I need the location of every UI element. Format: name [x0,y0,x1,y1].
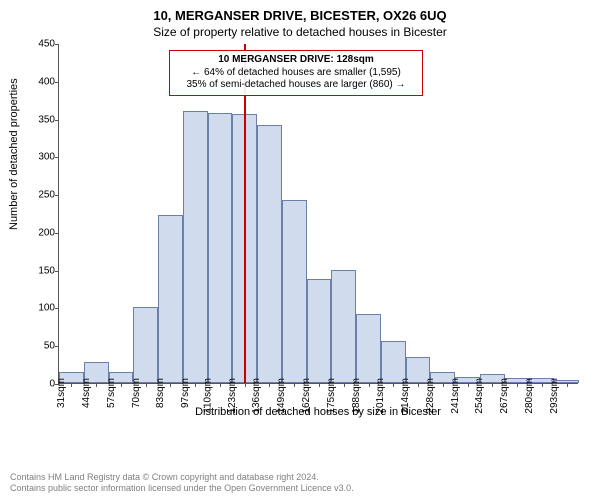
x-tick-mark [443,383,444,387]
x-tick-mark [492,383,493,387]
x-tick-mark [121,383,122,387]
y-tick-mark [55,195,59,196]
y-axis-label: Number of detached properties [8,78,20,230]
annotation-line: ← 64% of detached houses are smaller (1,… [176,67,416,80]
y-tick-label: 100 [25,303,55,314]
x-tick-mark [146,383,147,387]
x-tick-mark [245,383,246,387]
histogram-bar [183,111,208,383]
x-tick-mark [170,383,171,387]
x-tick-mark [567,383,568,387]
histogram-bar [282,200,307,383]
x-tick-label: 70sqm [131,378,142,408]
histogram-bar [133,307,158,383]
y-tick-mark [55,271,59,272]
x-tick-mark [195,383,196,387]
histogram-bar [307,279,332,383]
page-title: 10, MERGANSER DRIVE, BICESTER, OX26 6UQ [0,0,600,23]
x-tick-mark [294,383,295,387]
x-tick-label: 83sqm [155,378,166,408]
annotation-line: 35% of semi-detached houses are larger (… [176,79,416,92]
y-tick-mark [55,82,59,83]
x-tick-label: 97sqm [180,378,191,408]
y-tick-label: 150 [25,265,55,276]
y-tick-label: 200 [25,227,55,238]
x-tick-mark [96,383,97,387]
annotation-line: 10 MERGANSER DRIVE: 128sqm [176,54,416,67]
x-tick-mark [517,383,518,387]
y-tick-label: 450 [25,39,55,50]
y-tick-label: 250 [25,190,55,201]
y-tick-label: 0 [25,379,55,390]
x-tick-mark [468,383,469,387]
y-tick-label: 50 [25,341,55,352]
x-tick-mark [542,383,543,387]
x-tick-mark [418,383,419,387]
histogram-bar [356,314,381,384]
y-tick-mark [55,157,59,158]
histogram-bar [158,215,183,383]
y-tick-label: 300 [25,152,55,163]
x-tick-mark [319,383,320,387]
y-tick-mark [55,346,59,347]
histogram-bar [208,113,233,383]
annotation-box: 10 MERGANSER DRIVE: 128sqm← 64% of detac… [169,50,423,96]
y-tick-label: 400 [25,76,55,87]
x-tick-mark [393,383,394,387]
x-tick-label: 57sqm [106,378,117,408]
x-tick-label: 31sqm [56,378,67,408]
property-size-chart: 10, MERGANSER DRIVE, BICESTER, OX26 6UQ … [0,0,600,500]
y-tick-mark [55,233,59,234]
chart-area: 05010015020025030035040045031sqm44sqm57s… [58,44,578,414]
footer-line-2: Contains public sector information licen… [10,483,354,494]
y-tick-mark [55,120,59,121]
x-tick-mark [269,383,270,387]
y-tick-mark [55,44,59,45]
x-tick-label: 44sqm [81,378,92,408]
y-tick-mark [55,308,59,309]
x-tick-mark [71,383,72,387]
histogram-bar [257,125,282,383]
histogram-bar [331,270,356,383]
x-tick-mark [344,383,345,387]
plot-area: 05010015020025030035040045031sqm44sqm57s… [58,44,578,384]
x-tick-mark [369,383,370,387]
y-tick-label: 350 [25,114,55,125]
attribution-footer: Contains HM Land Registry data © Crown c… [10,472,354,495]
page-subtitle: Size of property relative to detached ho… [0,23,600,39]
x-axis-label: Distribution of detached houses by size … [58,406,578,418]
histogram-bar [381,341,406,383]
x-tick-mark [220,383,221,387]
footer-line-1: Contains HM Land Registry data © Crown c… [10,472,354,483]
